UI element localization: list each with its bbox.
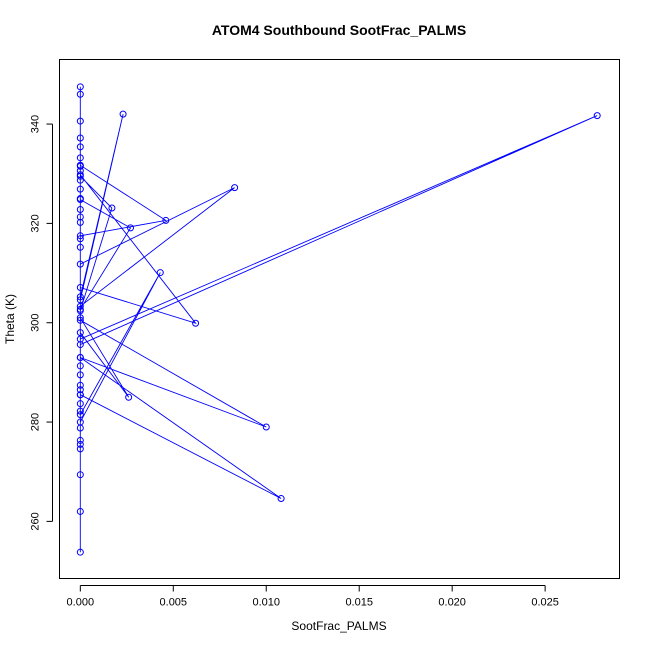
plot-frame bbox=[59, 59, 620, 579]
data-point bbox=[76, 381, 84, 389]
series-line bbox=[79, 86, 598, 553]
data-point bbox=[76, 316, 84, 324]
data-point bbox=[76, 471, 84, 479]
data-point bbox=[76, 386, 84, 394]
y-tick-label: 340 bbox=[30, 115, 42, 133]
data-point bbox=[76, 90, 84, 98]
data-point bbox=[76, 260, 84, 268]
data-point bbox=[76, 176, 84, 184]
x-tick-label: 0.015 bbox=[345, 597, 373, 609]
data-point bbox=[76, 172, 84, 180]
data-point bbox=[76, 185, 84, 193]
data-point bbox=[119, 110, 127, 118]
data-point bbox=[127, 224, 135, 232]
x-tick-label: 0.025 bbox=[531, 597, 559, 609]
data-point bbox=[76, 232, 84, 240]
data-point bbox=[76, 341, 84, 349]
y-axis-label: Theta (K) bbox=[3, 294, 17, 344]
data-point bbox=[125, 393, 133, 401]
data-point bbox=[76, 83, 84, 91]
data-point bbox=[108, 204, 116, 212]
data-point bbox=[76, 243, 84, 251]
data-point bbox=[76, 117, 84, 125]
data-point bbox=[76, 218, 84, 226]
data-point bbox=[76, 371, 84, 379]
data-point bbox=[76, 436, 84, 444]
data-point bbox=[76, 293, 84, 301]
data-point bbox=[76, 418, 84, 426]
data-point bbox=[76, 391, 84, 399]
data-point bbox=[162, 216, 170, 224]
x-tick-label: 0.005 bbox=[160, 597, 188, 609]
data-point bbox=[156, 269, 164, 277]
data-point bbox=[76, 205, 84, 213]
data-point bbox=[76, 407, 84, 415]
data-point bbox=[231, 184, 239, 192]
data-point bbox=[76, 162, 84, 170]
data-point bbox=[76, 213, 84, 221]
y-tick-label: 320 bbox=[30, 214, 42, 232]
chart-title: ATOM4 Southbound SootFrac_PALMS bbox=[212, 22, 466, 38]
data-point bbox=[277, 495, 285, 503]
data-point bbox=[76, 362, 84, 370]
data-point bbox=[76, 445, 84, 453]
y-tick-label: 260 bbox=[30, 512, 42, 530]
data-point bbox=[76, 296, 84, 304]
data-point bbox=[76, 134, 84, 142]
data-point bbox=[76, 235, 84, 243]
data-point bbox=[76, 154, 84, 162]
data-point bbox=[76, 507, 84, 515]
data-point bbox=[262, 423, 270, 431]
data-point bbox=[76, 400, 84, 408]
y-tick-label: 280 bbox=[30, 413, 42, 431]
data-point bbox=[76, 353, 84, 361]
data-point bbox=[76, 548, 84, 556]
data-point bbox=[76, 307, 84, 315]
y-tick-label: 300 bbox=[30, 314, 42, 332]
data-point bbox=[76, 195, 84, 203]
data-point bbox=[76, 143, 84, 151]
data-point bbox=[76, 167, 84, 175]
data-point bbox=[593, 112, 601, 120]
data-point bbox=[76, 335, 84, 343]
x-tick-label: 0.000 bbox=[67, 597, 95, 609]
x-axis: 0.000 0.005 0.010 0.015 0.020 0.025 bbox=[67, 585, 559, 609]
data-point bbox=[76, 411, 84, 419]
data-point bbox=[76, 314, 84, 322]
x-tick-label: 0.010 bbox=[252, 597, 280, 609]
data-point bbox=[192, 319, 200, 327]
data-point bbox=[76, 283, 84, 291]
data-point bbox=[76, 440, 84, 448]
x-axis-label: SootFrac_PALMS bbox=[291, 619, 386, 633]
series-layer bbox=[76, 83, 601, 556]
y-axis: 260 280 300 320 340 bbox=[30, 115, 53, 531]
x-tick-label: 0.020 bbox=[438, 597, 466, 609]
